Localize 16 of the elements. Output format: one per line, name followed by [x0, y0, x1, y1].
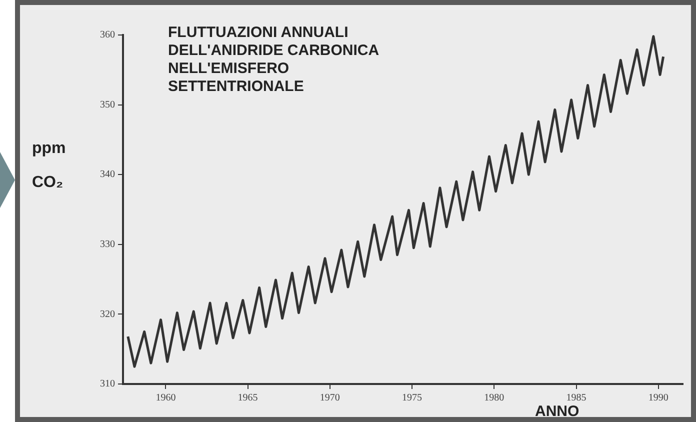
y-tick-label: 340	[100, 169, 115, 180]
x-tick-label: 1975	[402, 392, 422, 404]
x-axis-title: ANNO	[535, 403, 580, 420]
x-tick-label: 1990	[648, 392, 668, 404]
y-tick-label: 360	[100, 30, 115, 41]
y-tick-label: 330	[100, 239, 115, 250]
x-tick-label: 1980	[484, 392, 504, 404]
x-tick-label: 1985	[566, 392, 586, 404]
y-tick-label: 310	[100, 378, 115, 390]
x-tick-label: 1970	[320, 392, 340, 404]
text: FLUTTUAZIONI ANNUALI DELL'ANIDRIDE CARBONICA NELL'EMISFERO SETTENTRIONALE	[168, 24, 380, 96]
y-axis-title: ppm CO₂	[32, 139, 66, 193]
x-tick-label: 1960	[156, 392, 176, 404]
y-tick-label: 350	[100, 99, 115, 110]
x-tick-label: 1965	[238, 392, 258, 404]
y-tick-label: 320	[100, 308, 115, 320]
